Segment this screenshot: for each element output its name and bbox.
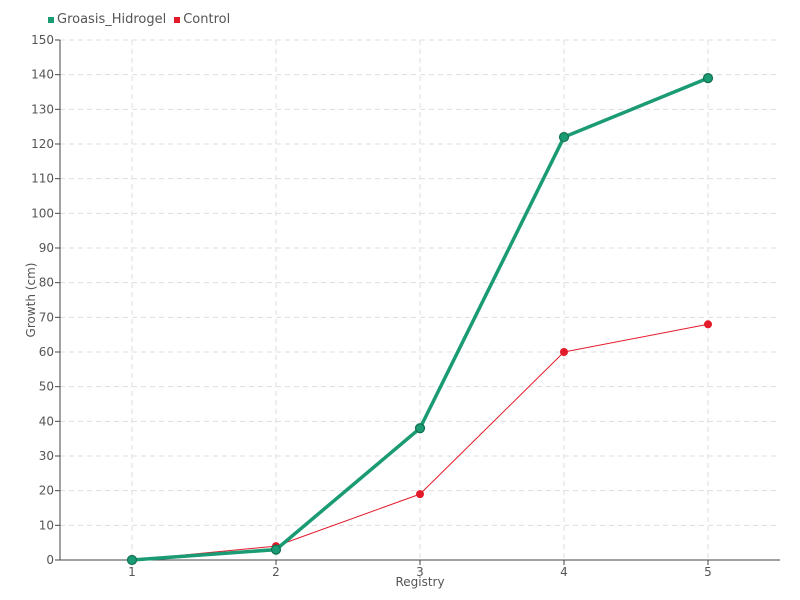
x-tick-label: 1: [128, 565, 136, 579]
x-axis-title: Registry: [395, 575, 444, 589]
y-tick-label: 110: [31, 172, 54, 186]
legend-item-groasis[interactable]: Groasis_Hidrogel: [48, 12, 166, 27]
y-tick-label: 30: [39, 449, 54, 463]
data-point-groasis-hidrogel-1[interactable]: [126, 554, 138, 566]
series: [126, 73, 714, 566]
x-tick-label: 4: [560, 565, 568, 579]
legend-label-control: Control: [183, 12, 231, 27]
data-point-groasis-hidrogel-3[interactable]: [414, 423, 426, 434]
data-point-control-4[interactable]: [560, 348, 568, 356]
data-point-groasis-hidrogel-5[interactable]: [702, 73, 714, 84]
y-tick-label: 0: [46, 553, 54, 567]
tick-labels: 0 10 20 30 40 50 60 70 80 90 100 110 120 130 140 150 1 2 3…: [31, 33, 712, 579]
legend-swatch-control: [174, 16, 181, 23]
data-point-control-5[interactable]: [704, 320, 712, 329]
legend-item-control[interactable]: Control: [174, 12, 230, 27]
y-tick-label: 60: [39, 345, 54, 359]
legend-label-groasis: Groasis_Hidrogel: [57, 12, 167, 27]
y-tick-label: 70: [39, 310, 54, 324]
legend-swatch-groasis: [48, 16, 54, 23]
chart-legend: Groasis_Hidrogel Control: [48, 12, 238, 27]
y-tick-label: 150: [31, 33, 54, 47]
y-tick-label: 90: [39, 241, 54, 255]
y-tick-label: 50: [39, 380, 54, 394]
y-axis-title: Growth (cm): [24, 263, 38, 338]
data-point-groasis-hidrogel-2[interactable]: [270, 544, 282, 555]
y-tick-label: 100: [31, 206, 54, 220]
y-tick-label: 80: [39, 276, 54, 290]
y-tick-label: 40: [39, 414, 54, 428]
x-tick-label: 3: [416, 565, 424, 579]
y-tick-label: 10: [39, 518, 54, 532]
y-tick-label: 140: [31, 68, 54, 82]
data-point-groasis-hidrogel-4[interactable]: [558, 131, 570, 143]
data-point-control-3[interactable]: [416, 490, 424, 499]
x-tick-label: 5: [704, 565, 712, 579]
y-tick-label: 130: [31, 102, 54, 116]
x-tick-label: 2: [272, 565, 280, 579]
series-groasis-hidrogel: [126, 73, 714, 566]
y-tick-label: 120: [31, 137, 54, 151]
y-tick-label: 20: [39, 484, 54, 498]
grid: [60, 39, 780, 560]
